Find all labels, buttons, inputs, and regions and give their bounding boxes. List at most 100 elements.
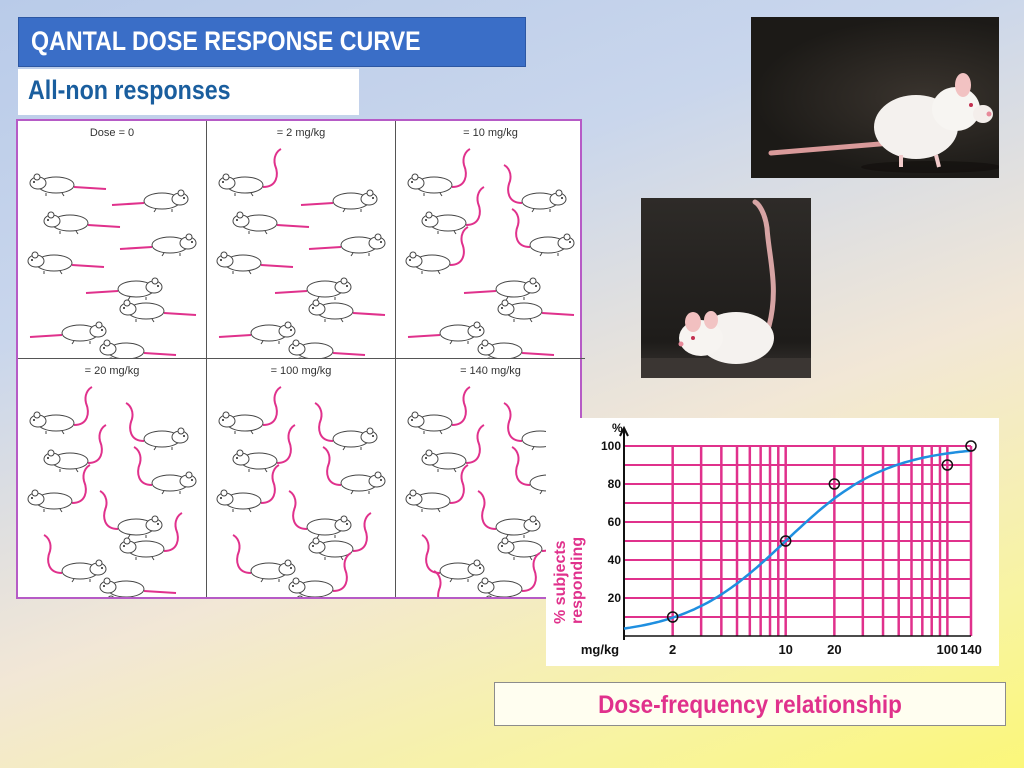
mouse-icon: [285, 551, 369, 597]
mouse-icon: [28, 295, 112, 350]
mouse-icon: [217, 295, 301, 350]
mouse-icon: [273, 489, 357, 544]
mouse-icon: [299, 163, 383, 218]
mouse-icon: [84, 489, 168, 544]
mouse-icon: [217, 533, 301, 588]
mouse-icon: [229, 423, 313, 478]
mouse-icon: [494, 273, 578, 328]
mouse-icon: [96, 551, 180, 597]
mouse-icon: [474, 313, 558, 358]
y-axis-label-line: responding: [569, 536, 586, 624]
mouse-icon: [496, 207, 580, 262]
y-tick-label: 80: [608, 477, 622, 491]
y-axis-label: % subjects responding: [548, 478, 586, 628]
mouse-icon: [213, 225, 297, 280]
mouse-icon: [474, 551, 558, 597]
x-tick-label: 2: [669, 642, 676, 657]
mouse-icon: [116, 273, 200, 328]
dose-panel: = 10 mg/kg: [396, 121, 585, 359]
slide-caption: Dose-frequency relationship: [598, 691, 902, 719]
dose-label: = 20 mg/kg: [84, 365, 140, 377]
data-point: [779, 535, 792, 547]
mouse-icon: [229, 185, 313, 240]
mouse-icon: [40, 423, 124, 478]
x-axis-label: mg/kg: [581, 642, 619, 657]
mouse-icon: [406, 533, 490, 588]
mouse-icon: [462, 251, 546, 306]
mouse-icon: [40, 331, 124, 358]
mouse-icon: [40, 185, 124, 240]
x-tick-label: 100: [937, 642, 959, 657]
y-tick-label: 60: [608, 515, 622, 529]
mouse-icon: [402, 225, 486, 280]
dose-label: = 10 mg/kg: [463, 127, 518, 139]
mouse-icon: [96, 313, 180, 358]
mouse-icon: [26, 147, 110, 202]
mouse-icon: [24, 463, 108, 518]
mouse-icon: [215, 147, 299, 202]
mouse-icon: [402, 463, 486, 518]
mouse-icon: [26, 385, 110, 440]
mouse-icon: [418, 423, 502, 478]
mouse-icon: [404, 385, 488, 440]
title-banner: QANTAL DOSE RESPONSE CURVE: [18, 17, 526, 67]
fitted-curve: [623, 449, 972, 630]
x-tick-label: 140: [960, 642, 982, 657]
mouse-icon: [488, 163, 572, 218]
y-unit-label: %: [612, 421, 623, 435]
mouse-icon: [418, 185, 502, 240]
mouse-icon: [273, 251, 357, 306]
dose-panel: = 2 mg/kg: [207, 121, 396, 359]
x-tick-label: 20: [827, 642, 841, 657]
mouse-dose-panels: Dose = 0 = 2 mg/kg = 10 mg/kg = 20 mg/kg = 1…: [16, 119, 585, 599]
mouse-icon: [84, 251, 168, 306]
subtitle-banner: All-non responses: [18, 69, 359, 115]
y-axis-label-line: % subjects: [552, 540, 569, 624]
y-axis-arrow: [619, 425, 629, 437]
mouse-icon: [215, 385, 299, 440]
mouse-icon: [118, 207, 202, 262]
mouse-icon: [299, 401, 383, 456]
dose-panel: Dose = 0: [18, 121, 207, 359]
mouse-icon: [24, 225, 108, 280]
data-point: [828, 478, 841, 490]
mouse-icon: [116, 511, 200, 566]
y-axis-label-text: % subjects responding: [552, 537, 586, 624]
mouse-icon: [418, 331, 502, 358]
mouse-icon: [229, 331, 313, 358]
y-tick-label: 40: [608, 553, 622, 567]
data-point: [941, 459, 954, 471]
mouse-icon: [110, 401, 194, 456]
dose-label: Dose = 0: [89, 127, 135, 139]
mouse-icon: [285, 313, 369, 358]
mouse-icon: [213, 463, 297, 518]
dose-label: = 2 mg/kg: [276, 127, 326, 139]
slide-title: QANTAL DOSE RESPONSE CURVE: [31, 26, 421, 56]
y-tick-label: 100: [601, 439, 621, 453]
y-tick-label: 20: [608, 591, 622, 605]
dose-label: = 140 mg/kg: [460, 365, 521, 377]
data-point: [965, 440, 977, 452]
mouse-icon: [307, 207, 391, 262]
mouse-icon: [462, 489, 546, 544]
dose-panel: = 20 mg/kg: [18, 359, 207, 597]
rat-photo-tail-up: [641, 198, 811, 378]
dose-response-chart: % 20 40 60 80 100 2 10 20 100 140 mg/kg: [546, 418, 999, 666]
slide-subtitle: All-non responses: [28, 75, 231, 105]
mouse-icon: [406, 295, 490, 350]
mouse-icon: [40, 569, 124, 597]
mouse-icon: [404, 147, 488, 202]
mouse-icon: [229, 569, 313, 597]
rat-photo-side: [751, 17, 999, 178]
dose-panel: = 100 mg/kg: [207, 359, 396, 597]
mouse-icon: [307, 445, 391, 500]
mouse-icon: [305, 273, 389, 328]
mouse-icon: [418, 569, 502, 597]
x-tick-label: 10: [778, 642, 792, 657]
mouse-icon: [305, 511, 389, 566]
mouse-icon: [28, 533, 112, 588]
mouse-icon: [110, 163, 194, 218]
mouse-icon: [118, 445, 202, 500]
data-point: [666, 611, 679, 623]
